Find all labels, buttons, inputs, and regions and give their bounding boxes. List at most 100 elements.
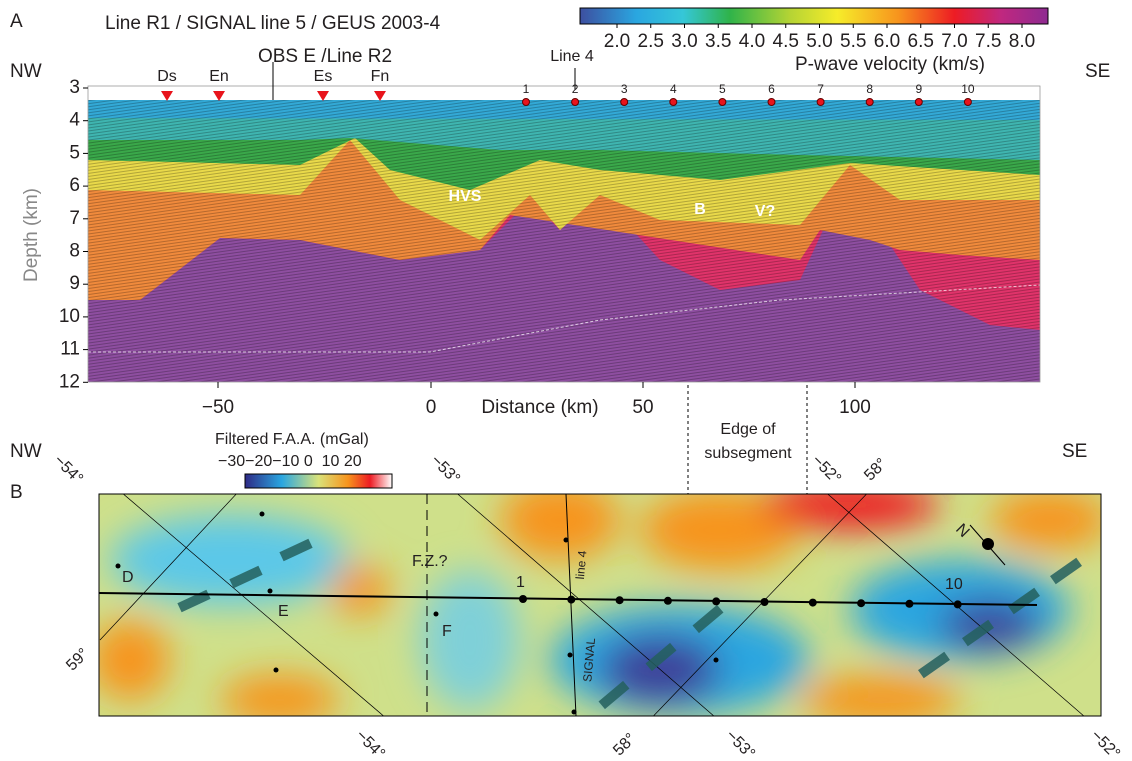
- obs-line-label: OBS E /Line R2: [258, 46, 392, 67]
- obs-label: Fn: [371, 68, 390, 85]
- y-tick-label: 7: [69, 208, 80, 229]
- map-label: E: [278, 603, 289, 620]
- north-arrow: [969, 524, 1006, 566]
- station: [857, 599, 866, 608]
- station-label: 9: [915, 82, 922, 96]
- colorbar-tick-label: 7.5: [975, 31, 1001, 52]
- station: [808, 598, 817, 607]
- faa-colorbar: [244, 473, 393, 489]
- panel-label: A: [10, 11, 23, 32]
- station: [953, 600, 962, 609]
- colorbar-tick-label: 5.0: [806, 31, 832, 52]
- station-label: 7: [817, 82, 824, 96]
- gravity-map: [99, 494, 1101, 716]
- obs-label: Ds: [157, 68, 177, 85]
- station-label: 2: [572, 82, 579, 96]
- station: [571, 98, 580, 106]
- colorbar-tick-label: 7.0: [941, 31, 967, 52]
- x-axis-label: Distance (km): [481, 397, 598, 418]
- direction: NW: [10, 441, 42, 462]
- panel-label: B: [10, 482, 23, 503]
- station-label: 10: [961, 82, 975, 96]
- direction: SE: [1062, 441, 1087, 462]
- station: [767, 98, 776, 106]
- title: Line R1 / SIGNAL line 5 / GEUS 2003-4: [105, 13, 441, 34]
- edge-label: subsegment: [704, 445, 792, 462]
- colorbar-tick-label: 6.5: [908, 31, 934, 52]
- obs-marker: [213, 91, 225, 101]
- y-tick-label: 10: [59, 306, 80, 327]
- line4-label: Line 4: [550, 48, 594, 65]
- colorbar-label: Filtered F.A.A. (mGal): [215, 431, 369, 448]
- station-label: 5: [719, 82, 726, 96]
- y-tick-label: 12: [59, 371, 80, 392]
- edge-label: Edge of: [720, 421, 776, 438]
- colorbar-tick-label: 3.0: [671, 31, 697, 52]
- obs-point: [567, 652, 573, 658]
- y-tick-label: 6: [69, 175, 80, 196]
- station: [567, 595, 576, 604]
- y-tick-label: 11: [60, 339, 80, 360]
- obs-point: [273, 667, 279, 673]
- y-axis-label: Depth (km): [21, 188, 42, 282]
- graticule-label: 58°: [610, 730, 639, 759]
- graticule-label: −52°: [1087, 727, 1123, 761]
- colorbar-label: P-wave velocity (km/s): [795, 54, 985, 75]
- y-tick-label: 8: [69, 241, 80, 262]
- map-label: 10: [945, 576, 963, 593]
- obs-point: [563, 537, 569, 543]
- colorbar-tick-label: 8.0: [1009, 31, 1035, 52]
- graticule-label: −53°: [722, 727, 758, 761]
- graticule-label: −54°: [352, 727, 388, 761]
- station: [669, 98, 678, 106]
- map-label: SIGNAL: [580, 637, 598, 682]
- graticule-label: 58°: [861, 455, 890, 484]
- station-label: 8: [866, 82, 873, 96]
- direction: SE: [1085, 61, 1110, 82]
- obs-point: [713, 657, 719, 663]
- colorbar-tick-label: 2.0: [604, 31, 630, 52]
- station-label: 1: [523, 82, 530, 96]
- y-tick-label: 4: [69, 110, 80, 131]
- section-frame: [87, 85, 1041, 383]
- colorbar-tick-label: 3.5: [705, 31, 731, 52]
- colorbar-tick-label: 5.5: [840, 31, 866, 52]
- y-tick-label: 3: [69, 77, 80, 98]
- station: [620, 98, 629, 106]
- direction: NW: [10, 61, 42, 82]
- y-tick-label: 9: [69, 273, 80, 294]
- colorbar-tick-label: 6.0: [874, 31, 900, 52]
- station: [663, 596, 672, 605]
- graticule-label: −53°: [427, 452, 463, 488]
- station: [760, 598, 769, 606]
- obs-point: [571, 709, 577, 715]
- map-label: D: [122, 569, 134, 586]
- obs-marker: [374, 91, 386, 101]
- obs-point: [115, 563, 121, 569]
- station: [816, 98, 825, 106]
- colorbar-tick-label: 4.5: [773, 31, 799, 52]
- obs-marker: [161, 91, 173, 101]
- station: [519, 595, 527, 603]
- map-label: 1: [516, 574, 525, 591]
- x-tick-label: 0: [426, 397, 437, 418]
- station-label: 3: [621, 82, 628, 96]
- graticule-label: −54°: [50, 452, 86, 488]
- annotation: HVS: [449, 188, 482, 205]
- map-frame: [98, 493, 1102, 717]
- obs-point: [267, 588, 273, 594]
- graticule-label: 59°: [63, 645, 92, 674]
- station: [963, 98, 972, 106]
- y-tick-label: 5: [69, 142, 80, 163]
- map-label: line 4: [573, 550, 589, 580]
- colorbar-ticks: −30−20−10 0 10 20: [218, 453, 362, 470]
- colorbar-tick-label: 2.5: [638, 31, 664, 52]
- velocity-colorbar: [579, 7, 1049, 25]
- station: [914, 98, 923, 106]
- x-tick-label: 50: [632, 397, 653, 418]
- station: [615, 596, 624, 605]
- station-label: 6: [768, 82, 775, 96]
- x-tick-label: −50: [202, 397, 234, 418]
- station-label: 4: [670, 82, 677, 96]
